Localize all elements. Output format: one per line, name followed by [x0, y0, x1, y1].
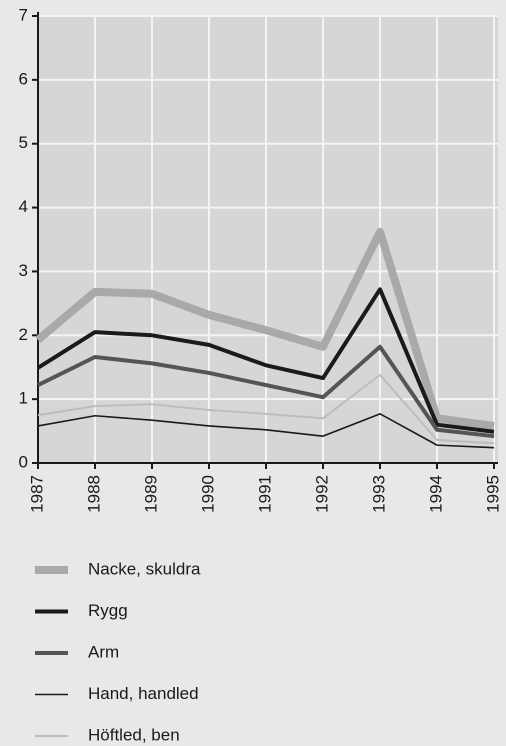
legend-label: Arm: [88, 642, 119, 661]
legend-label: Höftled, ben: [88, 725, 180, 744]
y-tick-label: 5: [19, 133, 28, 152]
x-tick-label: 1987: [27, 475, 46, 513]
series-line: [37, 413, 495, 449]
series-line: [37, 344, 495, 439]
legend-label: Hand, handled: [88, 684, 199, 703]
series-line: [37, 373, 495, 445]
x-tick-label: 1995: [483, 475, 502, 513]
legend-label: Rygg: [88, 601, 128, 620]
y-tick-label: 7: [19, 5, 28, 24]
legend-label: Nacke, skuldra: [88, 559, 201, 578]
y-tick-label: 3: [19, 261, 28, 280]
x-tick-label: 1992: [312, 475, 331, 513]
x-tick-label: 1990: [198, 475, 217, 513]
y-tick-label: 6: [19, 69, 28, 88]
y-tick-label: 4: [19, 197, 28, 216]
x-tick-label: 1991: [255, 475, 274, 513]
series-line: [36, 287, 495, 434]
y-tick-label: 2: [19, 325, 28, 344]
x-tick-label: 1988: [84, 475, 103, 513]
y-tick-label: 0: [19, 452, 28, 471]
x-tick-label: 1993: [369, 475, 388, 513]
x-tick-label: 1989: [141, 475, 160, 513]
y-tick-label: 1: [19, 389, 28, 408]
x-tick-label: 1994: [426, 475, 445, 513]
series-line: [35, 227, 495, 430]
